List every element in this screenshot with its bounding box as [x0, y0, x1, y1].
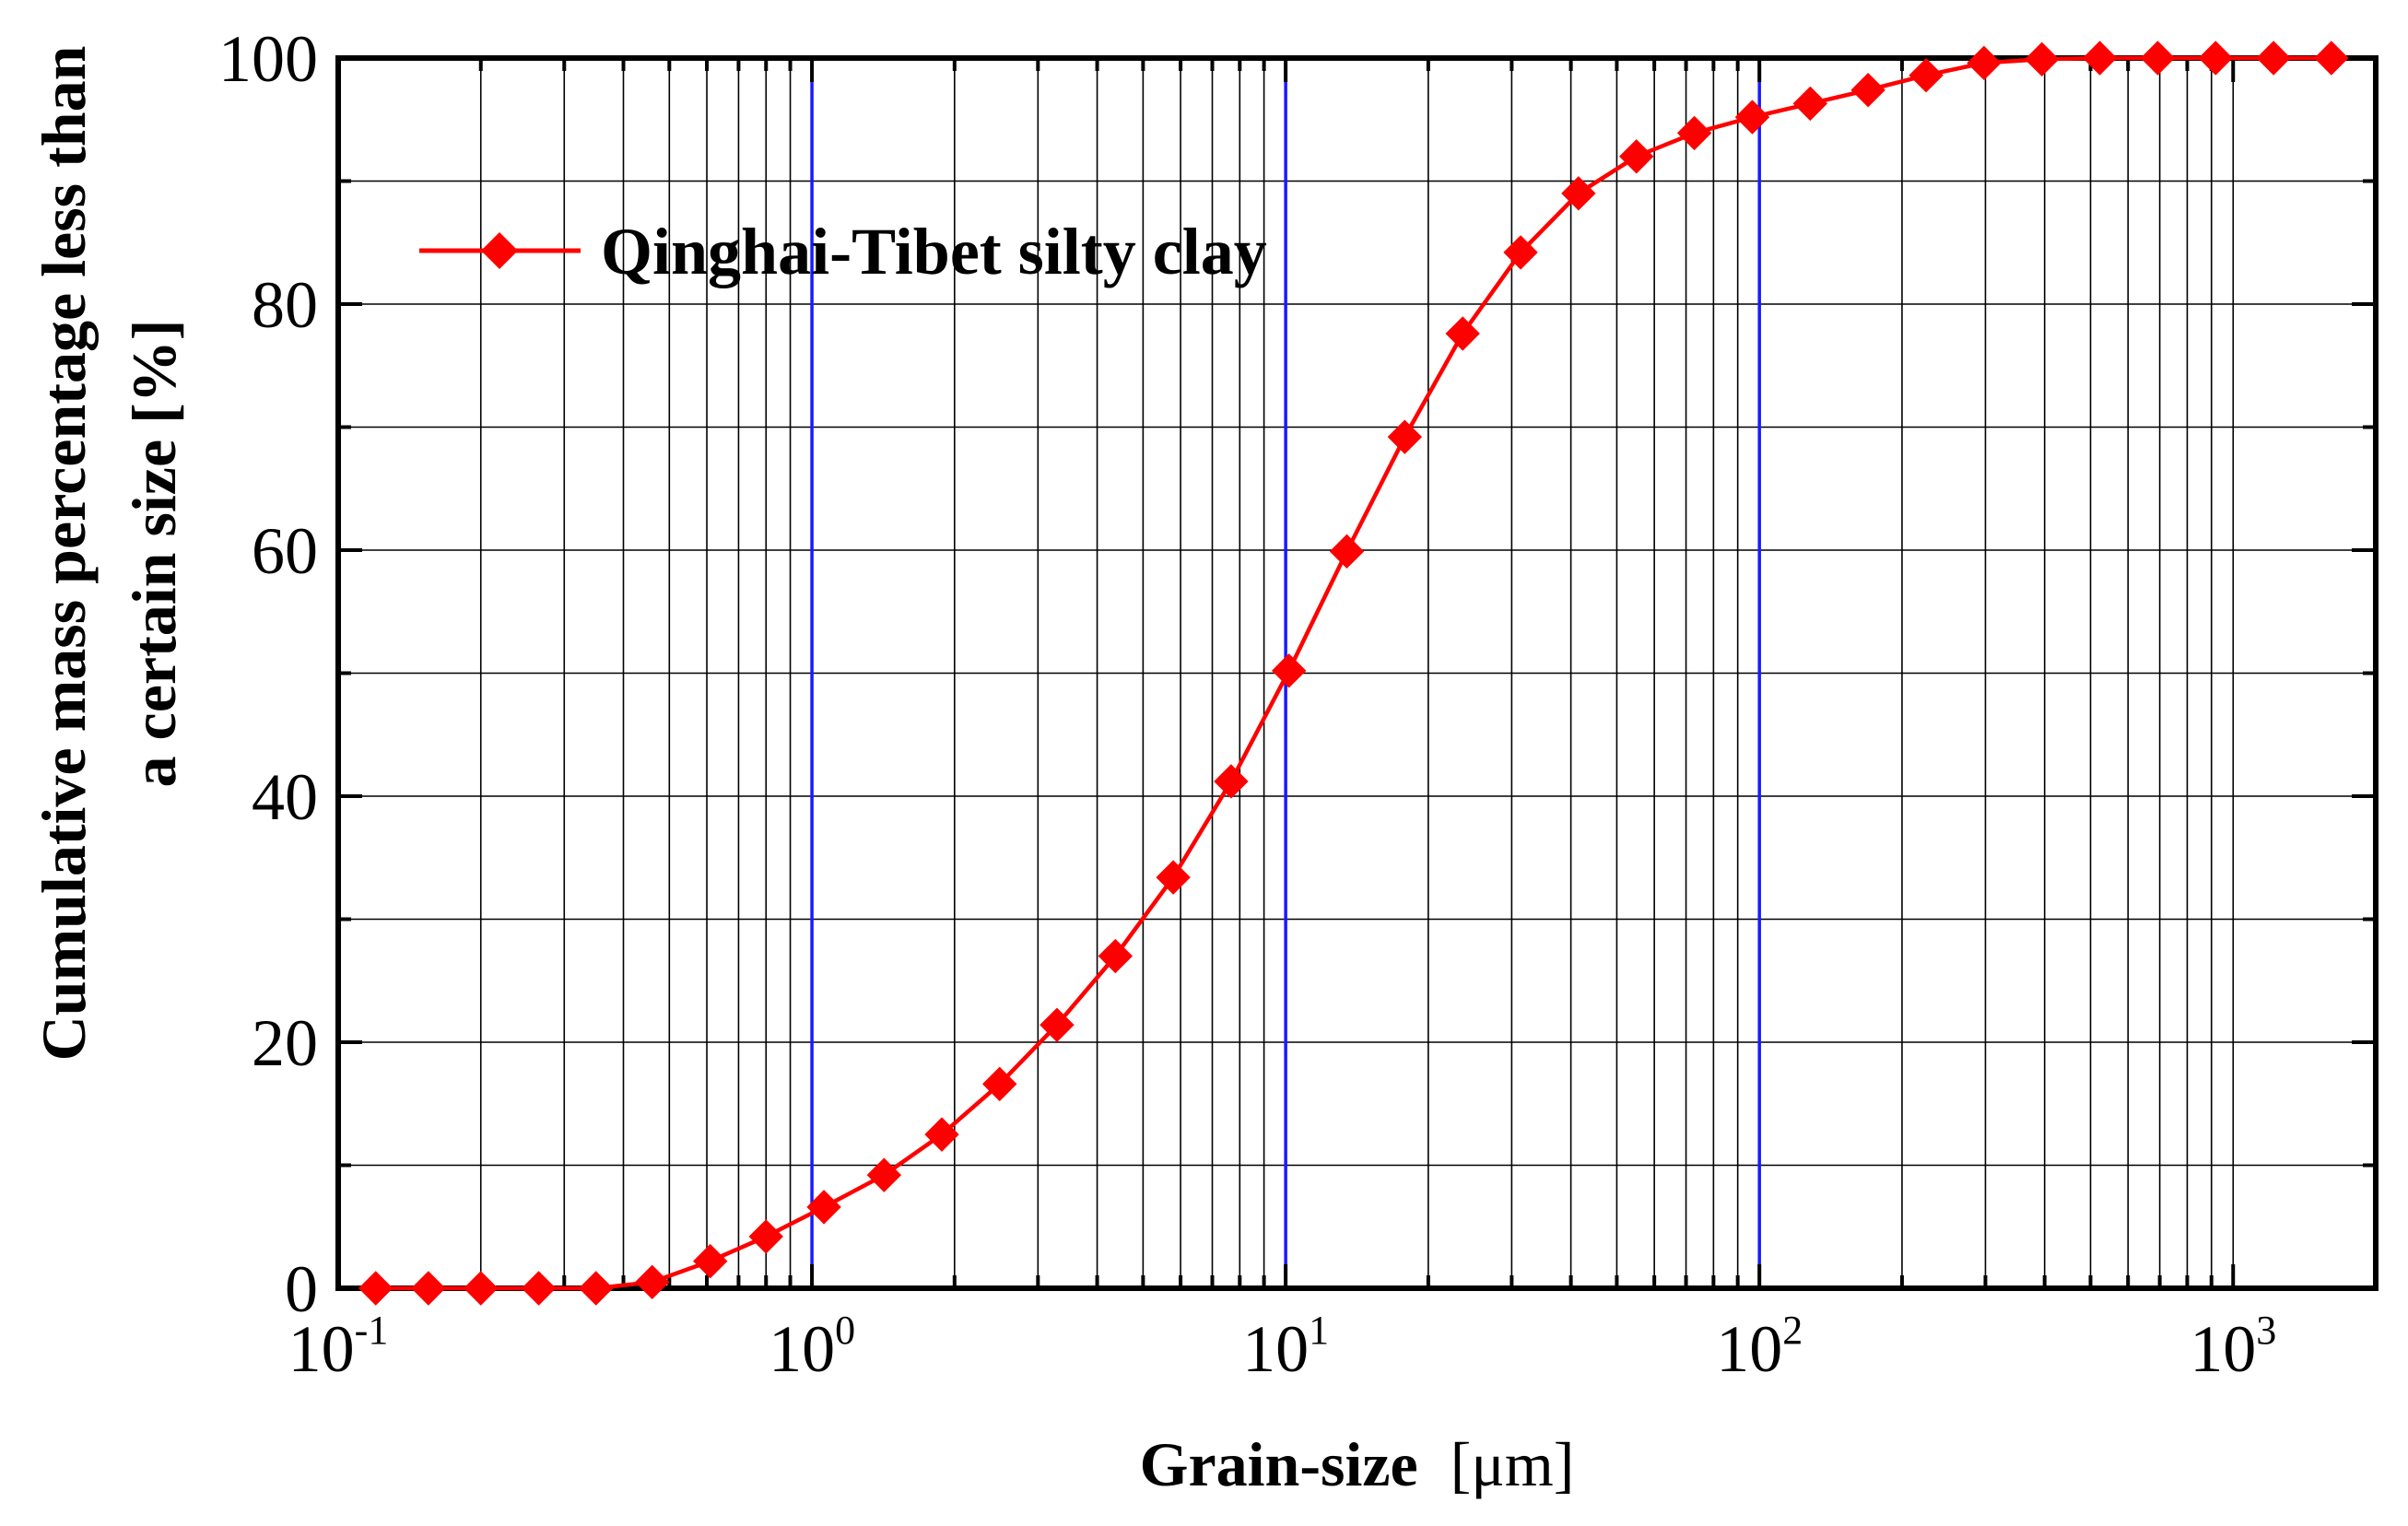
x-tick-label-base: 10	[288, 1312, 355, 1386]
data-point-marker	[578, 1271, 614, 1306]
data-point-marker	[1329, 534, 1365, 569]
data-point-marker	[1040, 1007, 1075, 1043]
x-tick-label-exponent: 3	[2256, 1308, 2276, 1353]
y-tick-label: 60	[252, 514, 318, 588]
data-point-marker	[2198, 41, 2233, 76]
y-tick-label: 100	[218, 22, 318, 96]
x-tick-label-exponent: 1	[1309, 1308, 1329, 1353]
data-point-marker	[1676, 115, 1712, 151]
data-point-marker	[1619, 139, 1654, 174]
x-tick-label: 101	[1242, 1308, 1329, 1386]
legend: Qinghai-Tibet silty clay	[419, 215, 1267, 288]
data-point-marker	[1967, 45, 2002, 81]
data-point-marker	[1156, 860, 1191, 895]
y-tick-labels: 0 20 40 60 80 100	[218, 22, 318, 1326]
data-point-marker	[806, 1190, 841, 1225]
x-tick-label-exponent: 0	[835, 1308, 855, 1353]
data-point-marker	[924, 1117, 959, 1152]
data-point-marker	[1271, 653, 1307, 688]
data-point-marker	[866, 1157, 902, 1192]
x-tick-label-base: 10	[1716, 1312, 1782, 1386]
data-point-marker	[982, 1066, 1017, 1102]
data-point-marker	[748, 1219, 783, 1254]
x-tick-label: 102	[1716, 1308, 1803, 1386]
y-tick-label: 20	[252, 1006, 318, 1080]
x-tick-label: 100	[769, 1308, 855, 1386]
data-point-marker	[1503, 235, 1538, 270]
data-series	[358, 41, 2349, 1306]
x-tick-label-base: 10	[1242, 1312, 1309, 1386]
plot-frame	[335, 55, 2379, 1291]
data-point-marker	[1909, 57, 1944, 93]
y-axis-title-line2: a certain size [%]	[119, 320, 189, 788]
data-point-marker	[634, 1264, 670, 1300]
x-tick-label-base: 10	[2190, 1312, 2256, 1386]
data-point-marker	[1387, 419, 1423, 454]
data-point-marker	[1792, 86, 1828, 122]
data-point-marker	[2140, 41, 2176, 76]
x-tick-label-base: 10	[769, 1312, 835, 1386]
data-point-marker	[1734, 100, 1770, 135]
data-point-marker	[464, 1271, 499, 1306]
y-tick-label: 80	[252, 268, 318, 342]
data-point-marker	[2082, 41, 2118, 76]
data-point-marker	[358, 1271, 394, 1306]
x-tick-label: 103	[2190, 1308, 2276, 1386]
data-point-marker	[1850, 73, 1885, 108]
data-point-marker	[2025, 41, 2060, 77]
legend-diamond-marker	[481, 232, 518, 269]
x-axis-title: Grain-size [μm]	[1140, 1429, 1575, 1499]
x-tick-label: 10-1	[288, 1308, 389, 1386]
data-point-marker	[1214, 764, 1249, 799]
x-tick-label-exponent: 2	[1782, 1308, 1803, 1353]
y-axis-title-line1: Cumulative mass percentage less than	[29, 46, 99, 1062]
data-point-marker	[1561, 176, 1596, 211]
data-point-marker	[693, 1243, 728, 1279]
y-tick-label: 40	[252, 760, 318, 834]
data-point-marker	[2256, 41, 2291, 76]
y-tick-label: 0	[285, 1252, 318, 1326]
data-point-marker	[411, 1271, 446, 1306]
x-tick-labels: 10-1 100 101 102 103	[288, 1308, 2277, 1386]
x-tick-label-exponent: -1	[355, 1308, 389, 1353]
x-axis-title-text: Grain-size	[1140, 1429, 1418, 1499]
legend-label: Qinghai-Tibet silty clay	[601, 215, 1267, 288]
y-axis-title: Cumulative mass percentage less than a c…	[29, 46, 189, 1062]
data-point-marker	[2314, 41, 2349, 76]
x-axis-title-unit: [μm]	[1451, 1429, 1575, 1499]
data-point-marker	[1445, 316, 1480, 351]
data-point-marker	[1098, 938, 1134, 974]
data-point-marker	[521, 1271, 557, 1306]
